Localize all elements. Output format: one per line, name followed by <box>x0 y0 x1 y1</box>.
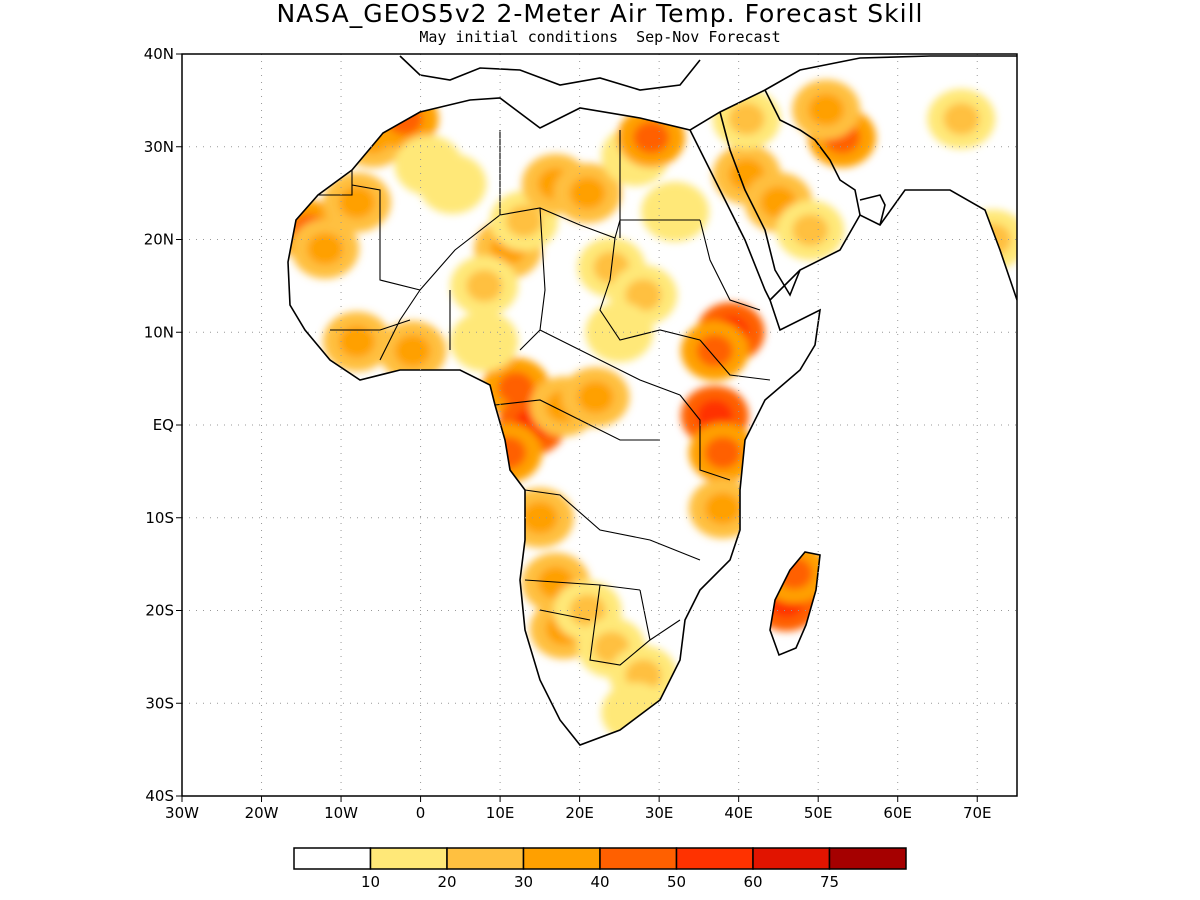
lon-tick-label: 10W <box>324 804 358 822</box>
colorbar-label: 20 <box>437 873 456 891</box>
grid-lines <box>182 54 1017 796</box>
madagascar-coastline <box>769 551 821 657</box>
skill-region-core-13 <box>633 121 670 154</box>
lon-tick-label: 30W <box>165 804 199 822</box>
skill-region-core-37 <box>569 594 606 627</box>
latitude-axis: 40N 30N 20N 10N EQ 10S 20S 30S 40S <box>144 45 182 805</box>
lat-tick-label: 40S <box>145 787 174 805</box>
lon-tick-label: 20E <box>565 804 594 822</box>
lat-tick-label: 10N <box>144 323 174 341</box>
lat-tick-label: 10S <box>145 509 174 527</box>
skill-region-core-27 <box>704 436 741 469</box>
lon-tick-label: 30E <box>645 804 674 822</box>
lat-tick-label: 30N <box>144 138 174 156</box>
colorbar-swatch <box>752 847 831 870</box>
colorbar-label: 10 <box>361 873 380 891</box>
skill-region-core-6 <box>434 167 471 200</box>
red-sea-coastline <box>689 111 801 301</box>
country-borders <box>318 130 771 666</box>
colorbar-swatch <box>522 847 601 870</box>
skill-region-core-8 <box>505 204 542 237</box>
skill-region-core-23 <box>808 93 845 126</box>
skill-region-core-4 <box>386 102 423 135</box>
skill-region-core-28 <box>704 492 741 525</box>
skill-region-core-14 <box>657 195 694 228</box>
skill-region-core-31 <box>490 436 527 469</box>
skill-region-core-45 <box>466 325 503 358</box>
skill-region-core-25 <box>696 334 733 367</box>
gulf-coastline <box>764 89 886 226</box>
lat-tick-label: 20N <box>144 231 174 249</box>
colorbar-swatch <box>293 847 372 870</box>
lon-tick-label: 40E <box>724 804 753 822</box>
colorbar-label: 40 <box>590 873 609 891</box>
colorbar-label: 60 <box>743 873 762 891</box>
skill-region-core-17 <box>601 316 638 349</box>
border-lines <box>318 130 771 666</box>
skill-region-core-44 <box>338 325 375 358</box>
lat-tick-label: 20S <box>145 602 174 620</box>
lon-tick-label: 70E <box>963 804 992 822</box>
colorbar-label: 30 <box>514 873 533 891</box>
skill-shading <box>288 56 1017 743</box>
colorbar-label: 75 <box>820 873 839 891</box>
skill-region-core-47 <box>943 102 980 135</box>
colorbar-swatch <box>675 847 754 870</box>
lon-tick-label: 50E <box>804 804 833 822</box>
skill-region-core-21 <box>728 102 765 135</box>
map-subtitle: May initial conditions Sep-Nov Forecast <box>419 28 781 46</box>
colorbar-label: 50 <box>667 873 686 891</box>
colorbar-swatch <box>599 847 678 870</box>
skill-region-core-9 <box>466 269 503 302</box>
map-title: NASA_GEOS5v2 2-Meter Air Temp. Forecast … <box>276 0 924 28</box>
lat-tick-label: 30S <box>145 694 174 712</box>
lat-tick-label: 40N <box>144 45 174 63</box>
coastlines <box>287 55 1017 746</box>
colorbar-swatch <box>369 847 448 870</box>
lon-tick-label: 60E <box>883 804 912 822</box>
colorbar-swatch <box>446 847 525 870</box>
skill-region-core-20 <box>792 214 829 247</box>
africa-coastline <box>287 55 1017 746</box>
longitude-axis: 30W 20W 10W 0 10E 20E 30E 40E 50E 60E 70E <box>165 796 992 822</box>
skill-region-core-2 <box>338 186 375 219</box>
skill-region-core-42 <box>776 557 813 590</box>
skill-region-core-40 <box>617 696 654 729</box>
skill-region-core-33 <box>577 381 614 414</box>
colorbar-swatch <box>828 847 907 870</box>
lon-tick-label: 10E <box>486 804 515 822</box>
lon-tick-label: 0 <box>416 804 426 822</box>
colorbar-legend: 10 20 30 40 50 60 75 <box>293 847 907 891</box>
skill-region-core-16 <box>625 279 662 312</box>
skill-region-core-1 <box>307 232 344 265</box>
skill-region-core-11 <box>569 177 606 210</box>
lon-tick-label: 20W <box>245 804 279 822</box>
lat-tick-label: EQ <box>153 416 174 434</box>
skill-region-core-43 <box>394 334 431 367</box>
mediterranean-coastline <box>399 55 701 91</box>
